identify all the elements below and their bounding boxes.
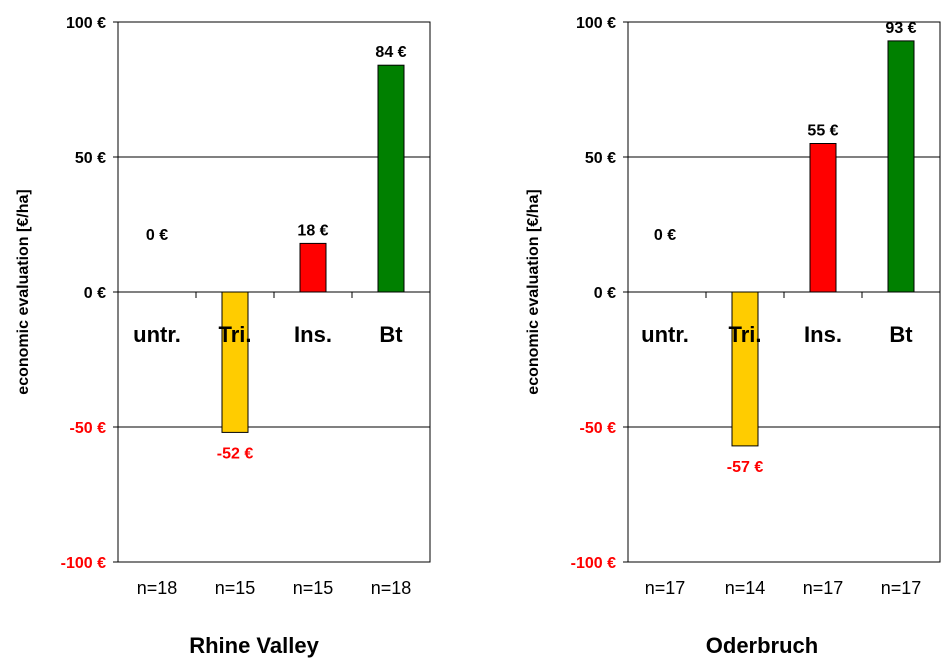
bar-bt [887, 40, 915, 293]
value-label: -57 € [727, 459, 764, 476]
chart-panel-rhine-valley: 100 € 50 € 0 € -50 € -100 € 0 € -52 € 18 € 84 € u… [15, 15, 431, 658]
bar-tri [221, 291, 249, 433]
category-label: Bt [889, 322, 913, 347]
value-label: 0 € [654, 227, 676, 244]
y-tick-label: 50 € [585, 150, 616, 167]
value-label: 84 € [375, 44, 406, 61]
bar-bt [377, 64, 405, 293]
bar-ins [809, 143, 837, 293]
sample-size-label: n=17 [645, 578, 686, 598]
sample-size-label: n=18 [137, 578, 178, 598]
y-tick-label: -100 € [571, 555, 616, 572]
bar-ins [299, 242, 327, 293]
sample-size-label: n=15 [215, 578, 256, 598]
y-axis-label: economic evaluation [€/ha] [525, 189, 542, 394]
y-tick-label: 0 € [84, 285, 106, 302]
sample-size-label: n=15 [293, 578, 334, 598]
category-label: Tri. [218, 322, 251, 347]
y-axis-label: economic evaluation [€/ha] [15, 189, 32, 394]
sample-size-label: n=14 [725, 578, 766, 598]
chart-panel-oderbruch: 100 € 50 € 0 € -50 € -100 € 0 € -57 € 55 € 93 € u… [525, 15, 941, 658]
category-label: Bt [379, 322, 403, 347]
chart-title: Oderbruch [706, 633, 818, 658]
y-tick-label: 100 € [576, 15, 616, 32]
y-tick-label: -100 € [61, 555, 106, 572]
category-label: untr. [133, 322, 181, 347]
category-label: untr. [641, 322, 689, 347]
y-tick-label: 50 € [75, 150, 106, 167]
value-label: 55 € [807, 123, 838, 140]
value-label: 93 € [885, 20, 916, 37]
value-label: 0 € [146, 227, 168, 244]
value-label: 18 € [297, 222, 328, 239]
chart-title: Rhine Valley [189, 633, 319, 658]
bar-tri [731, 291, 759, 447]
y-tick-label: 0 € [594, 285, 616, 302]
sample-size-label: n=17 [803, 578, 844, 598]
y-tick-label: -50 € [580, 420, 617, 437]
value-label: -52 € [217, 445, 254, 462]
y-tick-label: -50 € [70, 420, 107, 437]
category-label: Tri. [728, 322, 761, 347]
category-label: Ins. [804, 322, 842, 347]
sample-size-label: n=17 [881, 578, 922, 598]
sample-size-label: n=18 [371, 578, 412, 598]
y-tick-label: 100 € [66, 15, 106, 32]
category-label: Ins. [294, 322, 332, 347]
